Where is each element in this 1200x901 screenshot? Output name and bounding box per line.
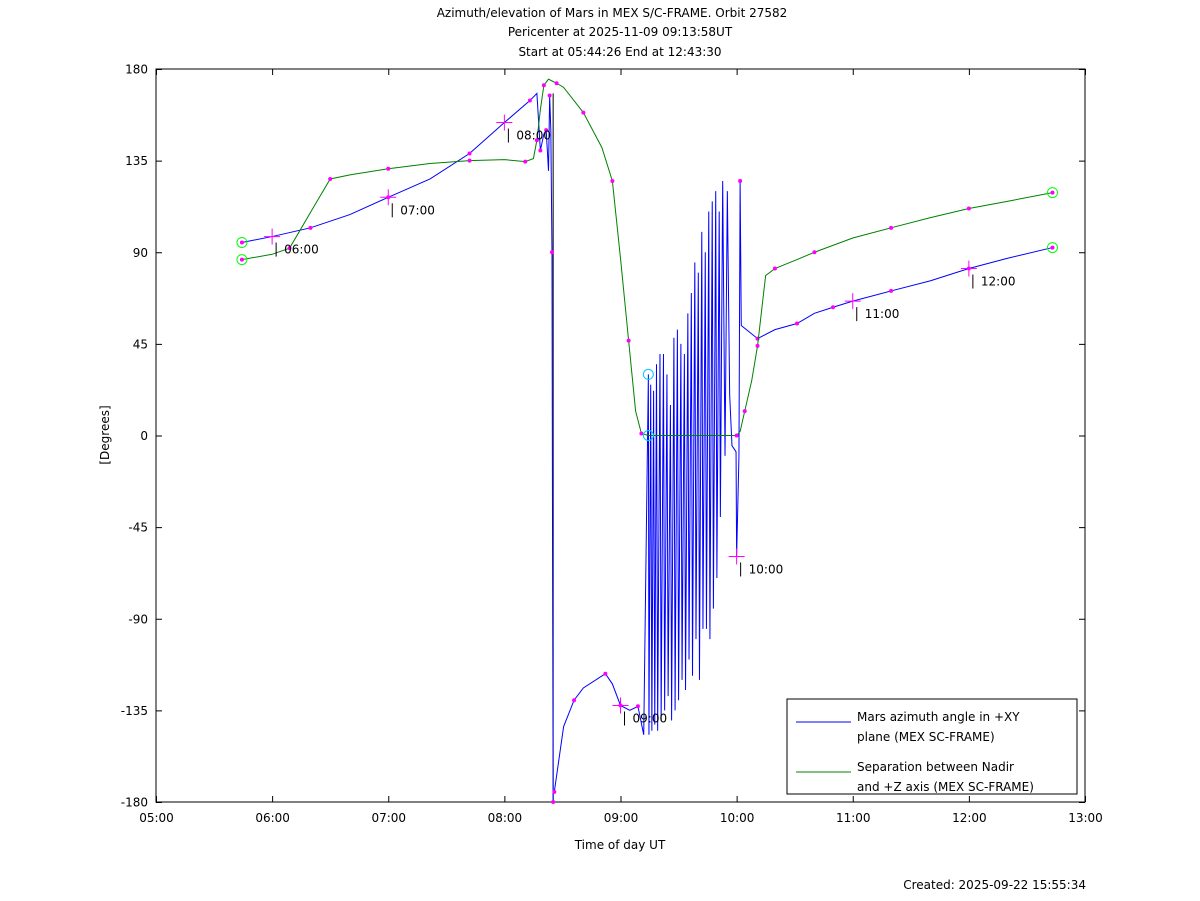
plot-area: 05:00 06:00 07:00 08:00 09:00 10:00 11:00 12:00… [121, 63, 1103, 826]
data-point-marker [639, 431, 644, 436]
data-point-marker [572, 698, 577, 703]
data-point-marker [541, 83, 546, 88]
data-point-marker [534, 138, 539, 143]
y-tick-label: 45 [133, 337, 148, 351]
time-mark-label: 07:00 [400, 203, 435, 217]
data-point-marker [549, 250, 554, 255]
data-point-marker [527, 98, 532, 103]
pericenter-circle [642, 368, 654, 380]
time-mark-label: 10:00 [749, 562, 784, 576]
data-point-marker [386, 166, 391, 171]
legend-label: Separation between Nadir [857, 760, 1014, 774]
data-point-marker [1050, 190, 1055, 195]
data-point-marker [467, 151, 472, 156]
x-tick-label: 10:00 [720, 811, 755, 825]
x-tick-label: 06:00 [255, 811, 290, 825]
data-point-marker [742, 409, 747, 414]
legend-label: Mars azimuth angle in +XY [857, 710, 1020, 724]
time-mark-label: 12:00 [981, 275, 1016, 289]
data-point-marker [626, 338, 631, 343]
data-point-marker [1050, 245, 1055, 250]
x-tick-label: 08:00 [488, 811, 523, 825]
series-line-azimuth [553, 180, 1053, 792]
time-mark-label: 11:00 [865, 307, 900, 321]
chart-title-line-3: Start at 05:44:26 End at 12:43:30 [518, 45, 721, 59]
y-tick-label: 90 [133, 246, 148, 260]
data-point-marker [772, 266, 777, 271]
x-tick-label: 07:00 [371, 811, 406, 825]
data-point-marker [889, 225, 894, 230]
y-tick-label: -45 [128, 521, 148, 535]
x-tick-label: 05:00 [139, 811, 174, 825]
data-point-marker [581, 110, 586, 115]
data-point-marker [552, 789, 557, 794]
data-point-marker [603, 671, 608, 676]
pericenter-circle [642, 430, 654, 441]
data-point-marker [239, 240, 244, 245]
data-point-marker [551, 800, 556, 804]
data-point-marker [547, 93, 552, 98]
data-point-marker [738, 178, 743, 183]
time-mark-label: 06:00 [284, 243, 319, 257]
time-mark-label: 08:00 [516, 129, 551, 143]
chart-title-line-1: Azimuth/elevation of Mars in MEX S/C-FRA… [437, 6, 788, 20]
plot-frame [155, 68, 1086, 803]
series-line-separation [241, 78, 1053, 436]
data-point-marker [239, 257, 244, 262]
data-point-marker [734, 433, 739, 438]
start-end-circle [236, 254, 248, 266]
data-point-marker [755, 343, 760, 348]
data-point-marker [831, 305, 836, 310]
data-point-marker [795, 321, 800, 326]
start-end-circle [1046, 242, 1058, 254]
data-point-marker [610, 178, 615, 183]
start-end-circle [1046, 187, 1058, 199]
y-axis-label: [Degrees] [98, 405, 112, 464]
data-point-marker [467, 158, 472, 163]
y-tick-label: -90 [128, 612, 148, 626]
data-point-marker [287, 246, 292, 251]
legend-label: plane (MEX SC-FRAME) [857, 730, 995, 744]
series-line-azimuth [241, 92, 554, 803]
y-tick-label: 180 [125, 63, 148, 77]
x-tick-label: 09:00 [604, 811, 639, 825]
y-tick-label: 135 [125, 154, 148, 168]
x-tick-label: 12:00 [952, 811, 987, 825]
x-axis-label: Time of day UT [574, 838, 666, 852]
x-tick-label: 11:00 [836, 811, 871, 825]
data-point-marker [889, 288, 894, 293]
x-tick-label: 13:00 [1068, 811, 1103, 825]
data-point-marker [328, 176, 333, 181]
data-point-marker [538, 148, 543, 153]
footer-created: Created: 2025-09-22 15:55:34 [903, 878, 1086, 892]
data-point-marker [308, 225, 313, 230]
time-mark-label: 09:00 [633, 711, 668, 725]
y-tick-label: 0 [140, 429, 148, 443]
data-point-marker [966, 206, 971, 211]
legend-label: and +Z axis (MEX SC-FRAME) [857, 780, 1034, 794]
y-tick-label: -180 [121, 796, 148, 810]
chart-title-line-2: Pericenter at 2025-11-09 09:13:58UT [508, 25, 733, 39]
data-point-marker [554, 81, 559, 86]
start-end-circle [236, 236, 248, 248]
data-point-marker [635, 704, 640, 709]
y-tick-label: -135 [121, 704, 148, 718]
data-point-marker [523, 159, 528, 164]
legend-box [786, 698, 1078, 795]
data-point-marker [544, 128, 549, 133]
data-point-marker [812, 250, 817, 255]
